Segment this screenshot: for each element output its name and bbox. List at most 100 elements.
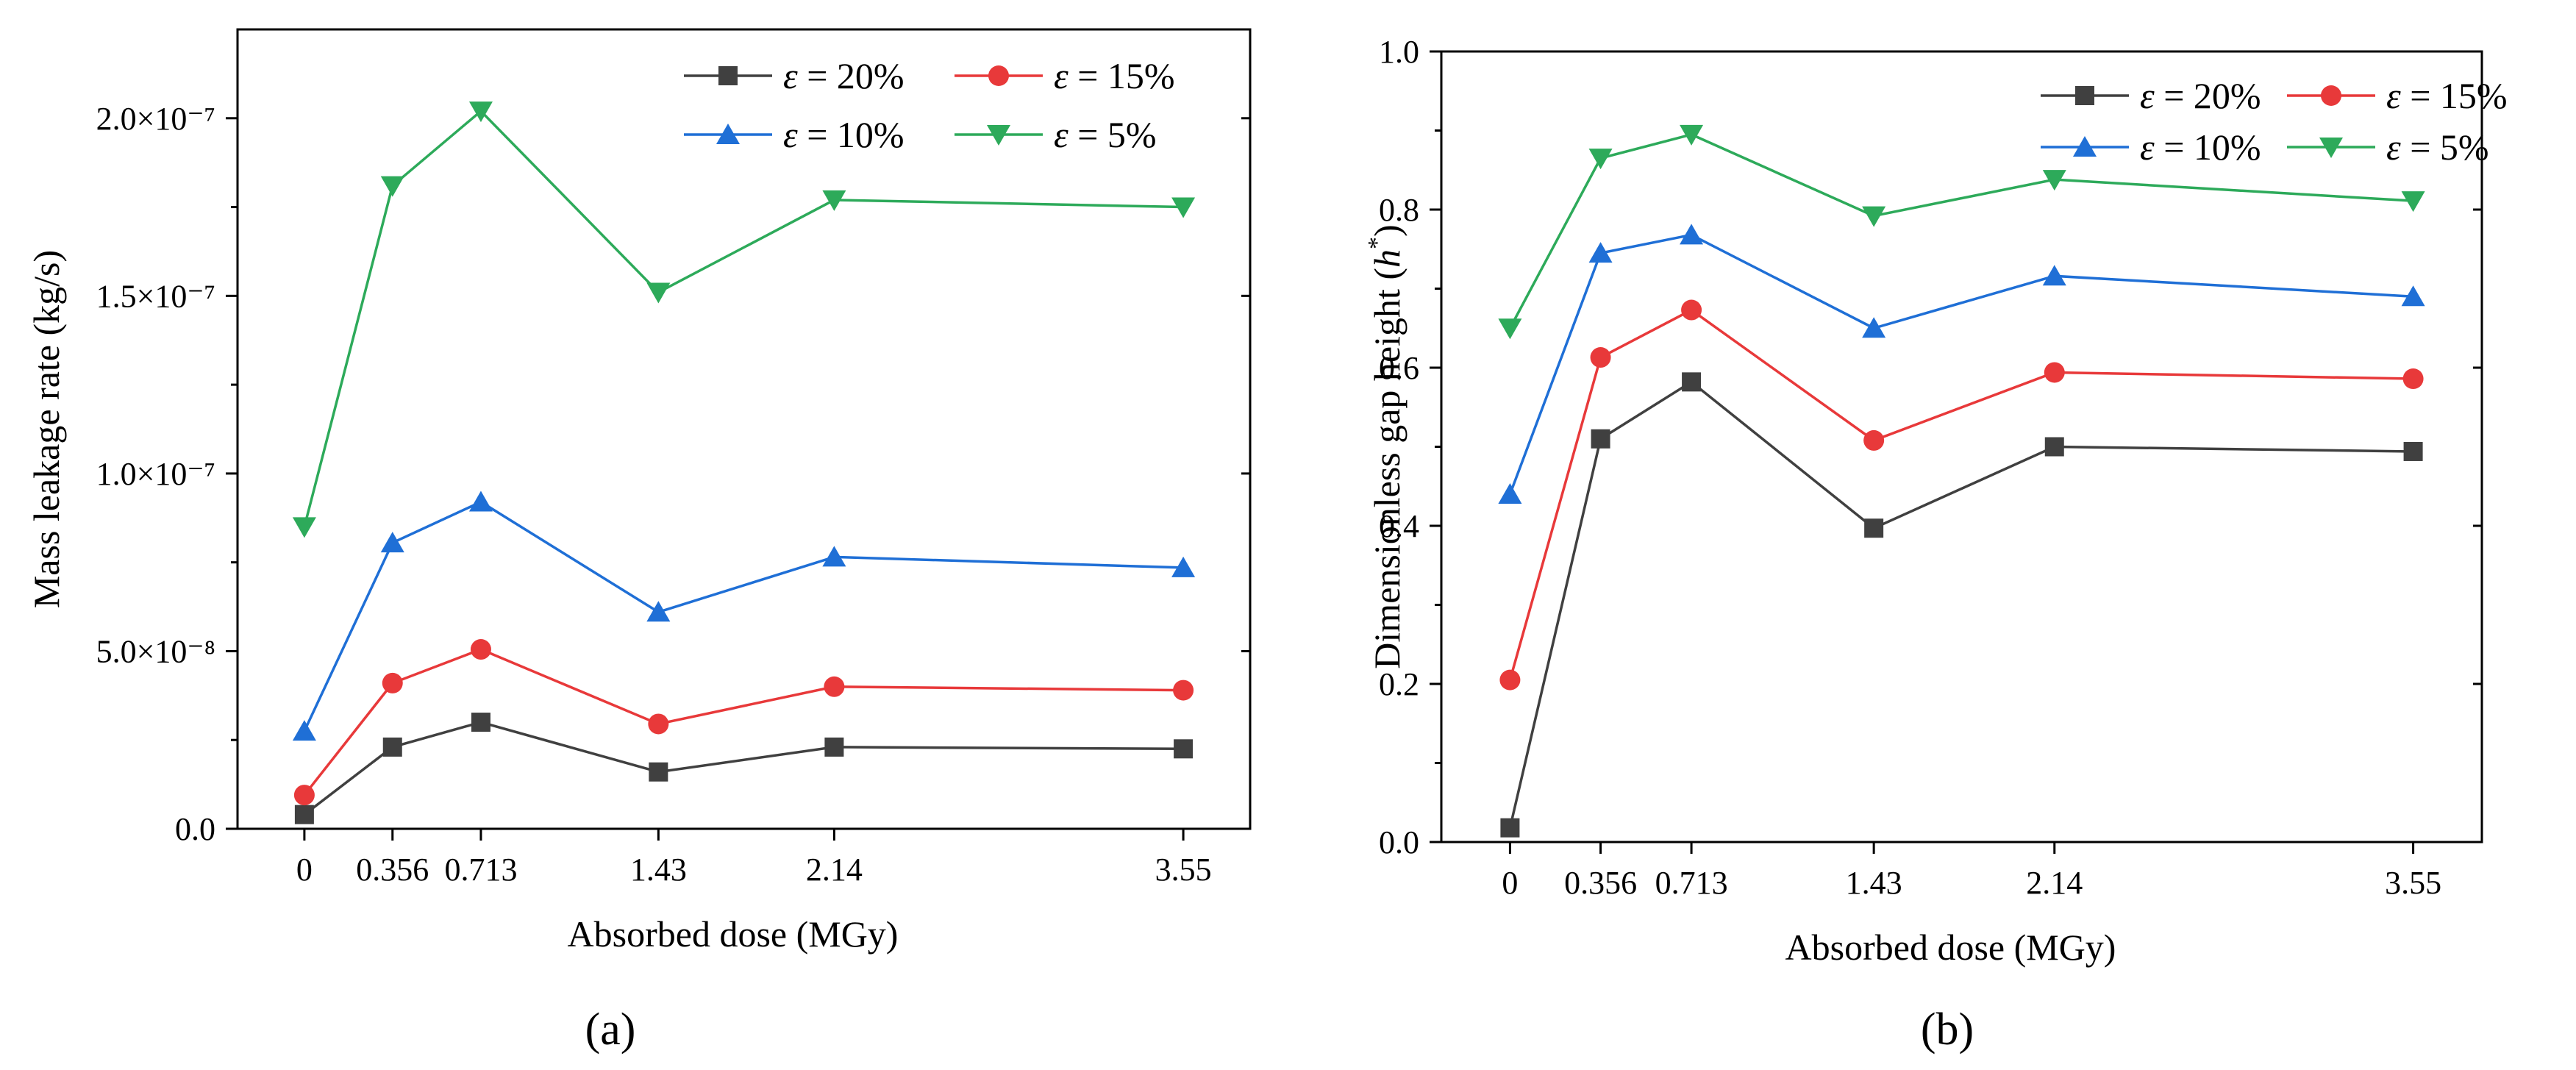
legend-item: ε = 15% bbox=[2287, 75, 2508, 116]
x-axis-label: Absorbed dose (MGy) bbox=[1785, 927, 2116, 968]
data-point bbox=[1862, 206, 1886, 227]
data-point bbox=[1682, 372, 1702, 392]
data-point bbox=[382, 737, 402, 757]
x-tick-label: 0.713 bbox=[444, 852, 517, 888]
legend-label-text: = 20% bbox=[2155, 75, 2261, 116]
legend-marker bbox=[2075, 86, 2094, 105]
x-tick-label: 0 bbox=[296, 852, 313, 888]
data-point bbox=[1588, 242, 1613, 263]
legend-label-symbol: ε bbox=[2386, 126, 2401, 168]
panel-label: (b) bbox=[1921, 1005, 1974, 1055]
series-line bbox=[1508, 380, 2413, 829]
y-tick-label: 2.0×10⁻⁷ bbox=[96, 101, 215, 137]
series-10-percent bbox=[1498, 224, 2425, 504]
y-tick-label: 0.8 bbox=[1379, 192, 1419, 228]
panel-label: (a) bbox=[585, 1005, 636, 1055]
x-tick-label: 2.14 bbox=[2026, 865, 2083, 901]
series-line bbox=[303, 500, 1184, 732]
data-point bbox=[468, 491, 493, 512]
data-point bbox=[649, 762, 668, 782]
y-tick-label: 5.0×10⁻⁸ bbox=[96, 633, 215, 669]
series-line bbox=[303, 109, 1184, 527]
x-tick-label: 0.356 bbox=[1564, 865, 1637, 901]
y-axis-label-var: h bbox=[1366, 249, 1407, 268]
data-point bbox=[2403, 441, 2423, 461]
legend: ε = 20% ε = 15%ε = 10% ε = 5% bbox=[2041, 75, 2508, 168]
legend-item: ε = 20% bbox=[2041, 75, 2261, 116]
series-line bbox=[1508, 308, 2413, 681]
y-tick-label: 0.0 bbox=[1379, 824, 1419, 860]
chart-panel-a: 0.0 5.0×10⁻⁸ 1.0×10⁻⁷ 1.5×10⁻⁷ 2.0×10⁻⁷ 0 0.35… bbox=[26, 28, 1252, 1055]
legend-label: ε = 15% bbox=[1054, 55, 1175, 96]
legend-marker bbox=[988, 65, 1009, 86]
y-axis-label-text: Dimensionless gap height ( bbox=[1366, 268, 1407, 669]
y-tick-label: 1.0 bbox=[1379, 34, 1419, 70]
data-point bbox=[1498, 318, 1522, 340]
data-point bbox=[1174, 739, 1194, 759]
series-line bbox=[303, 721, 1184, 816]
legend-marker bbox=[987, 125, 1010, 146]
x-tick-label: 0.356 bbox=[356, 852, 429, 888]
y-axis-label-end: ) bbox=[1366, 224, 1407, 237]
x-axis-label: Absorbed dose (MGy) bbox=[568, 913, 899, 955]
legend-item: ε = 10% bbox=[2041, 126, 2261, 168]
legend-label: ε = 15% bbox=[2386, 75, 2508, 116]
legend-label-symbol: ε bbox=[2140, 126, 2155, 168]
legend-marker bbox=[2073, 136, 2097, 157]
series-15-percent bbox=[293, 639, 1194, 806]
legend-label: ε = 10% bbox=[2140, 126, 2261, 168]
x-tick-label: 1.43 bbox=[1846, 865, 1902, 901]
series-20-percent bbox=[294, 713, 1194, 824]
legend-label-text: = 15% bbox=[1068, 55, 1175, 96]
data-point bbox=[822, 546, 846, 567]
legend-label-symbol: ε bbox=[783, 114, 798, 155]
data-point bbox=[646, 601, 671, 622]
data-point bbox=[1681, 299, 1702, 321]
y-axis-label: Mass leakage rate (kg/s) bbox=[26, 250, 67, 608]
legend-item: ε = 5% bbox=[2287, 126, 2489, 168]
data-point bbox=[2401, 191, 2425, 213]
data-point bbox=[382, 672, 403, 693]
data-point bbox=[292, 517, 316, 538]
series-10-percent bbox=[292, 491, 1196, 741]
x-tick-label: 0.713 bbox=[1655, 865, 1728, 901]
legend-item: ε = 10% bbox=[684, 114, 905, 155]
series-line bbox=[1508, 133, 2413, 329]
y-tick-label: 1.5×10⁻⁷ bbox=[96, 278, 215, 314]
data-point bbox=[824, 737, 844, 757]
legend-marker bbox=[718, 66, 738, 85]
plot-frame bbox=[236, 28, 1252, 830]
data-point bbox=[1171, 556, 1196, 577]
data-point bbox=[824, 676, 845, 697]
data-point bbox=[1499, 669, 1521, 691]
data-point bbox=[1588, 149, 1613, 170]
legend-label-text: = 5% bbox=[2401, 126, 2489, 168]
legend-item: ε = 15% bbox=[955, 55, 1175, 96]
legend-marker bbox=[2321, 85, 2341, 106]
data-point bbox=[2044, 437, 2064, 457]
data-point bbox=[1500, 818, 1520, 838]
data-point bbox=[2401, 285, 2425, 307]
series-5-percent bbox=[292, 101, 1196, 538]
legend-label: ε = 10% bbox=[783, 114, 905, 155]
legend-label: ε = 5% bbox=[2386, 126, 2489, 168]
series-line bbox=[303, 648, 1184, 796]
data-point bbox=[1591, 429, 1610, 449]
y-axis-label: Dimensionless gap height (h*) bbox=[1363, 224, 1407, 668]
y-tick-label: 1.0×10⁻⁷ bbox=[96, 456, 215, 492]
data-point bbox=[468, 101, 493, 123]
data-point bbox=[1173, 680, 1194, 701]
x-tick-label: 2.14 bbox=[806, 852, 863, 888]
data-point bbox=[2044, 362, 2065, 383]
x-tick-label: 1.43 bbox=[630, 852, 687, 888]
data-point bbox=[470, 639, 491, 660]
data-point bbox=[2402, 368, 2424, 390]
data-point bbox=[648, 713, 669, 735]
data-point bbox=[646, 282, 671, 304]
y-tick-label: 0.0 bbox=[175, 811, 215, 847]
legend-item: ε = 20% bbox=[684, 55, 905, 96]
series-line bbox=[1508, 233, 2413, 495]
y-tick-label: 0.4 bbox=[1379, 508, 1419, 544]
legend-item: ε = 5% bbox=[955, 114, 1157, 155]
x-tick-label: 0 bbox=[1502, 865, 1518, 901]
